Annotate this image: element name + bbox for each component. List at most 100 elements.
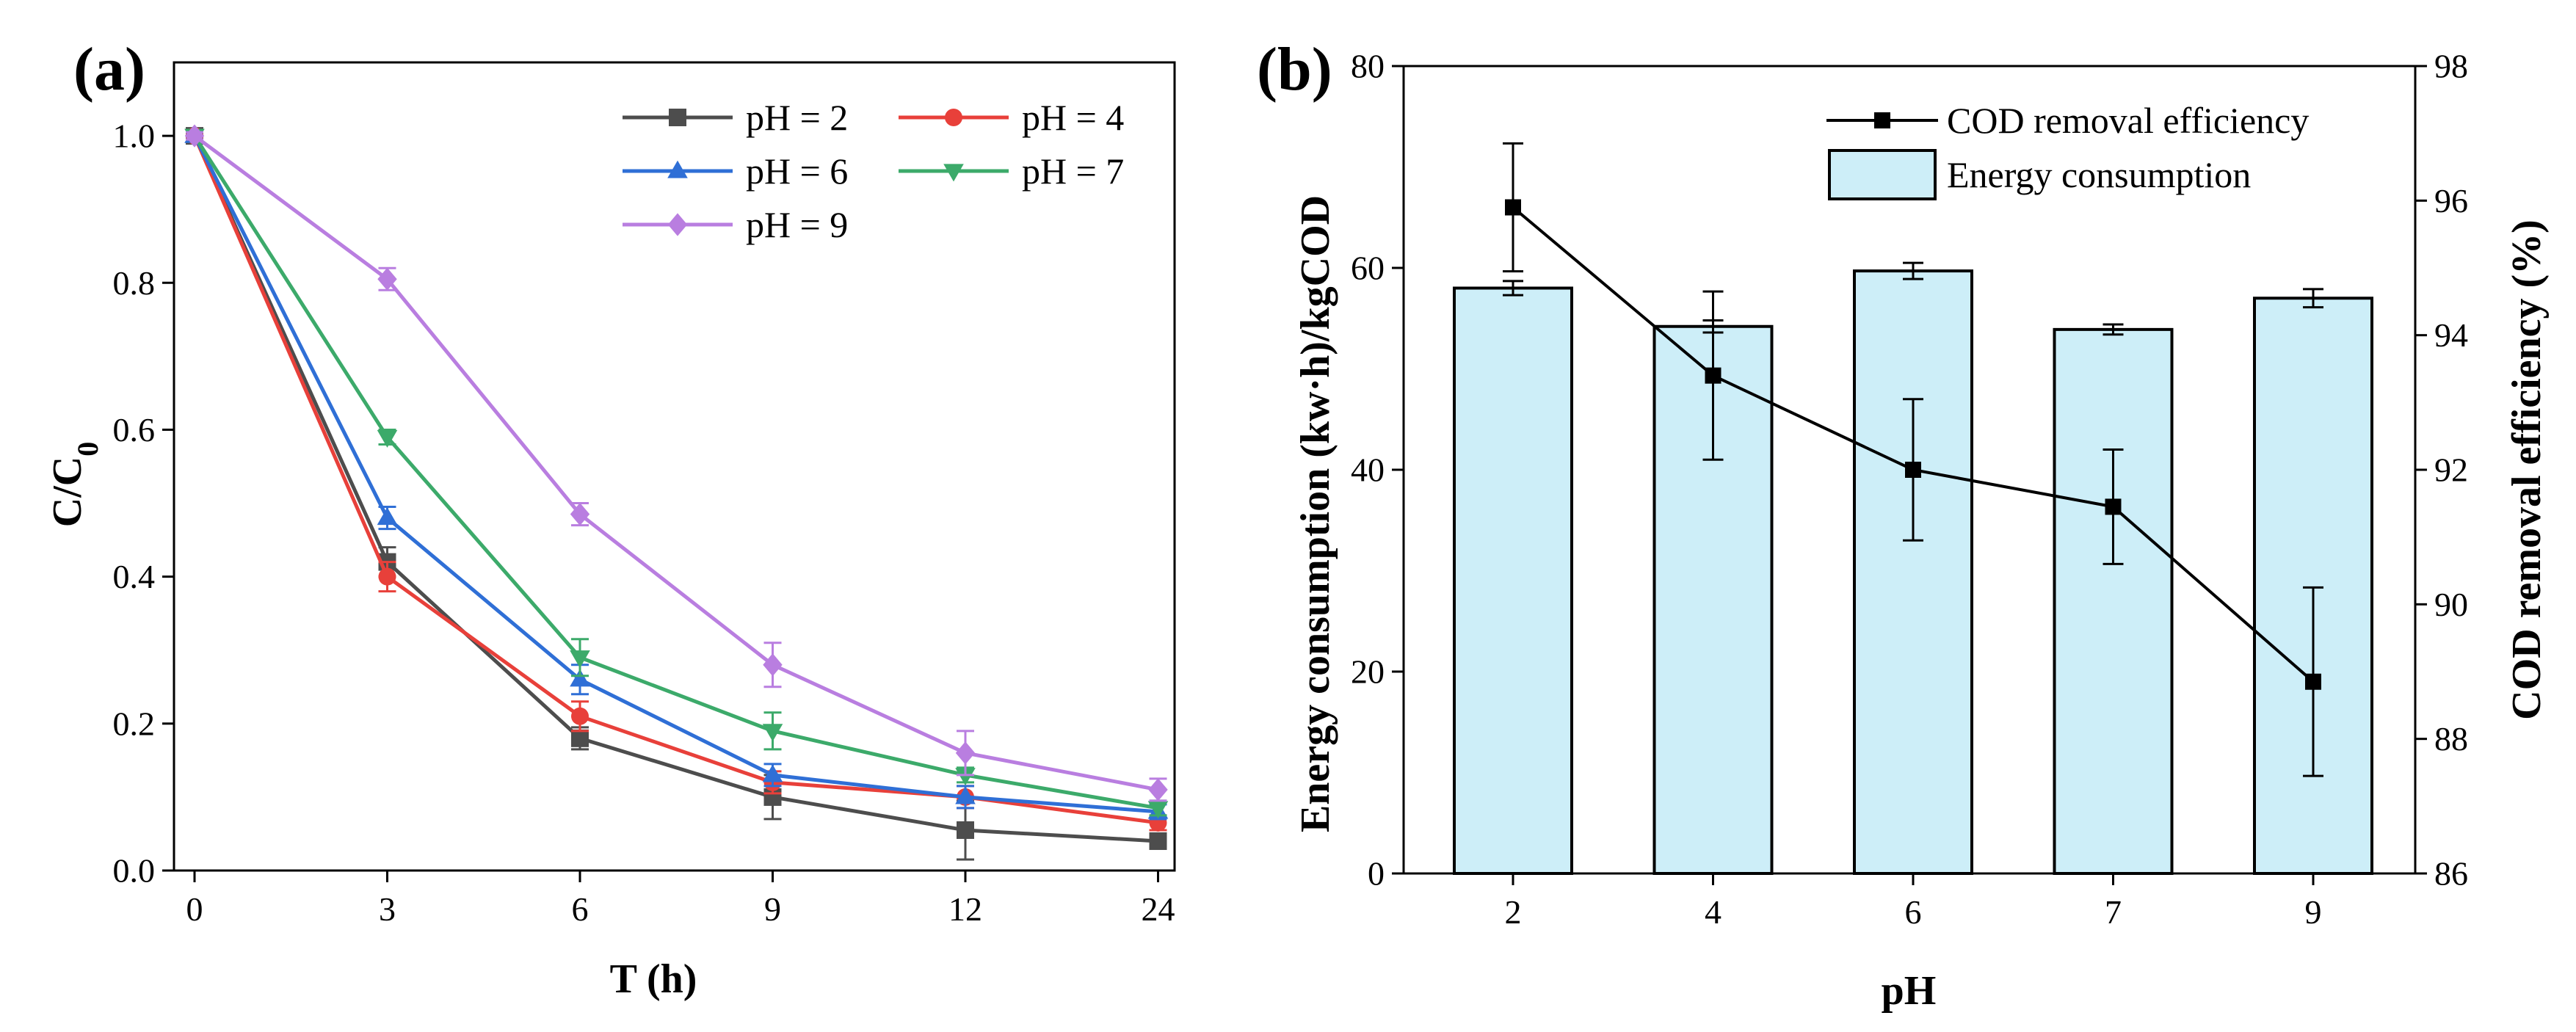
panel-a-data-point xyxy=(1148,778,1168,802)
panel-b-right-y-axis-title: COD removal efficiency (%) xyxy=(2504,219,2550,720)
panel-a-data-point xyxy=(378,567,396,586)
panel-a-legend-label: pH = 9 xyxy=(746,204,848,245)
panel-a-y-tick-label: 1.0 xyxy=(113,117,156,155)
panel-b-right-y-tick-label: 96 xyxy=(2434,182,2468,219)
panel-b-legend-label: COD removal efficiency xyxy=(1947,100,2309,141)
panel-b-bar xyxy=(1453,286,1573,875)
panel-b-right-y-tick-label: 98 xyxy=(2434,48,2468,85)
panel-a-series-5 xyxy=(184,124,1168,802)
panel-a-data-point xyxy=(762,724,783,742)
panel-a-data-point xyxy=(377,429,398,448)
panel-a-data-point xyxy=(570,650,590,669)
panel-b-x-axis-title: pH xyxy=(1882,968,1937,1014)
panel-a-legend-item: pH = 6 xyxy=(623,150,848,192)
panel-a-data-point xyxy=(957,821,974,839)
panel-b-cod-data-point xyxy=(2105,498,2122,515)
panel-b-right-y-tick-label: 92 xyxy=(2434,451,2468,489)
panel-b-left-y-tick-label: 60 xyxy=(1351,250,1385,287)
panel-a-legend-item: pH = 7 xyxy=(899,150,1124,192)
panel-b-right-y-tick-label: 94 xyxy=(2434,316,2468,354)
panel-a-data-point xyxy=(571,729,589,747)
panel-a-x-axis-title: T (h) xyxy=(610,956,697,1002)
panel-a-x-tick-label: 0 xyxy=(186,890,203,928)
panel-b-left-y-tick-label: 80 xyxy=(1351,48,1385,85)
panel-b-left-y-axis-title: Energy consumption (kw·h)/kgCOD xyxy=(1293,195,1338,832)
panel-a-legend-label: pH = 6 xyxy=(746,150,848,192)
panel-a-y-axis-title-main: C/C xyxy=(45,457,90,527)
panel-b-chart: (b) 0 20 40 60 80 86 88 90 92 94 96 98 2 4 6 7 9 pH En… xyxy=(1257,35,2550,1014)
panel-a-x-tick-label: 12 xyxy=(948,890,982,928)
panel-a-legend-marker xyxy=(669,109,686,126)
panel-a-series xyxy=(184,124,1169,861)
panel-a-chart: (a) 0.0 0.2 0.4 0.6 0.8 1.0 0 3 6 9 12 24 T (h) C/… xyxy=(45,35,1176,1002)
panel-a-plot-frame xyxy=(173,61,1176,872)
panel-a-data-point xyxy=(1149,832,1167,850)
panel-a-legend-item: pH = 9 xyxy=(623,204,848,245)
panel-a-y-ticks: 0.0 0.2 0.4 0.6 0.8 1.0 xyxy=(113,117,174,890)
panel-a-data-point xyxy=(570,669,590,687)
panel-a-legend-marker xyxy=(667,213,688,236)
panel-b-left-y-ticks: 0 20 40 60 80 xyxy=(1351,48,1404,893)
panel-b-label: (b) xyxy=(1257,35,1332,103)
panel-a-legend-label: pH = 7 xyxy=(1022,150,1124,192)
panel-b-right-y-ticks: 86 88 90 92 94 96 98 xyxy=(2415,48,2468,893)
panel-a-series-line xyxy=(193,134,1158,792)
panel-b-bar xyxy=(1853,269,1973,875)
panel-b-legend: COD removal efficiency Energy consumption xyxy=(1826,100,2309,200)
panel-b-legend-item-line: COD removal efficiency xyxy=(1826,100,2309,141)
panel-a-legend-item: pH = 2 xyxy=(623,97,848,138)
panel-a-series-line xyxy=(192,135,1158,825)
panel-b-legend-marker xyxy=(1874,112,1890,128)
panel-a-data-point xyxy=(762,764,783,782)
panel-b-left-y-tick-label: 20 xyxy=(1351,653,1385,691)
panel-b-line-series xyxy=(1503,142,2323,777)
panel-b-x-tick-label: 4 xyxy=(1705,893,1721,931)
panel-b-bar xyxy=(2253,297,2373,875)
panel-b-x-tick-label: 7 xyxy=(2105,893,2122,931)
panel-a-data-point xyxy=(571,707,589,725)
panel-b-legend-item-bar: Energy consumption xyxy=(1828,149,2251,200)
panel-a-y-tick-label: 0.0 xyxy=(113,852,156,890)
panel-a-legend-marker xyxy=(943,164,964,182)
panel-a-data-point xyxy=(955,786,976,804)
panel-b-x-ticks: 2 4 6 7 9 xyxy=(1505,873,2322,931)
panel-a-series-line xyxy=(192,135,1158,843)
panel-b-x-tick-label: 9 xyxy=(2305,893,2322,931)
panel-b-legend-label: Energy consumption xyxy=(1947,154,2251,195)
panel-a-legend-marker xyxy=(945,109,962,126)
panel-a-x-tick-label: 9 xyxy=(764,890,781,928)
panel-b-cod-data-point xyxy=(1505,199,1521,216)
panel-b-cod-data-point xyxy=(1905,462,1921,478)
panel-b-x-tick-label: 2 xyxy=(1505,893,1522,931)
panel-b-left-y-tick-label: 0 xyxy=(1368,855,1385,893)
panel-a-series-line xyxy=(192,134,1158,810)
panel-a-series-line xyxy=(192,134,1158,814)
panel-a-data-point xyxy=(955,741,976,765)
panel-a-data-point xyxy=(377,267,397,291)
panel-b-x-tick-label: 6 xyxy=(1905,893,1922,931)
panel-a-x-tick-label: 24 xyxy=(1142,890,1175,928)
panel-a-legend-item: pH = 4 xyxy=(899,97,1124,138)
panel-a-x-tick-label: 3 xyxy=(379,890,396,928)
panel-b-bars xyxy=(1453,261,2373,875)
panel-b-left-y-tick-label: 40 xyxy=(1351,451,1385,489)
panel-a-data-point xyxy=(570,502,590,526)
panel-a-y-tick-label: 0.4 xyxy=(113,558,156,595)
panel-a-legend-marker xyxy=(667,160,688,178)
panel-b-right-y-tick-label: 90 xyxy=(2434,586,2468,623)
panel-a-data-point xyxy=(955,768,976,786)
panel-a-legend-label: pH = 4 xyxy=(1022,97,1124,138)
panel-a-label: (a) xyxy=(73,35,145,103)
panel-a-data-point xyxy=(1147,801,1169,819)
panel-a-y-axis-title: C/C0 xyxy=(45,442,104,527)
panel-a-x-tick-label: 6 xyxy=(572,890,589,928)
panel-b-cod-data-point xyxy=(2305,673,2321,690)
panel-a-y-tick-label: 0.2 xyxy=(113,705,156,742)
panel-b-right-y-tick-label: 86 xyxy=(2434,855,2468,893)
panel-a-data-point xyxy=(184,124,205,148)
panel-a-data-point xyxy=(377,507,398,526)
panel-b-cod-data-point xyxy=(1705,367,1721,384)
panel-a-y-tick-label: 0.6 xyxy=(113,411,156,448)
panel-b-right-y-tick-label: 88 xyxy=(2434,720,2468,757)
